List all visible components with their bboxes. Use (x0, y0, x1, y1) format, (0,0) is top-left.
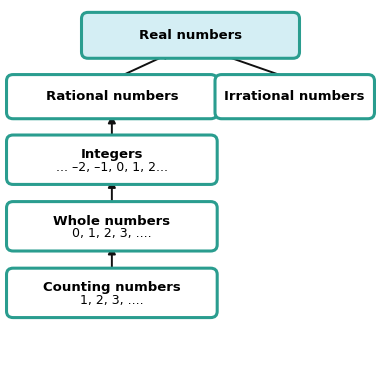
FancyBboxPatch shape (6, 74, 217, 119)
Text: 0, 1, 2, 3, ....: 0, 1, 2, 3, .... (72, 227, 152, 240)
Text: Rational numbers: Rational numbers (46, 90, 178, 103)
FancyBboxPatch shape (6, 201, 217, 251)
FancyBboxPatch shape (82, 12, 299, 58)
Text: ... –2, –1, 0, 1, 2...: ... –2, –1, 0, 1, 2... (56, 161, 168, 174)
Text: Counting numbers: Counting numbers (43, 281, 181, 294)
FancyBboxPatch shape (6, 135, 217, 184)
FancyBboxPatch shape (215, 74, 375, 119)
Text: Whole numbers: Whole numbers (53, 215, 170, 228)
Text: Irrational numbers: Irrational numbers (224, 90, 365, 103)
Text: Integers: Integers (81, 148, 143, 161)
Text: 1, 2, 3, ....: 1, 2, 3, .... (80, 294, 144, 307)
FancyBboxPatch shape (6, 268, 217, 318)
Text: Real numbers: Real numbers (139, 29, 242, 42)
